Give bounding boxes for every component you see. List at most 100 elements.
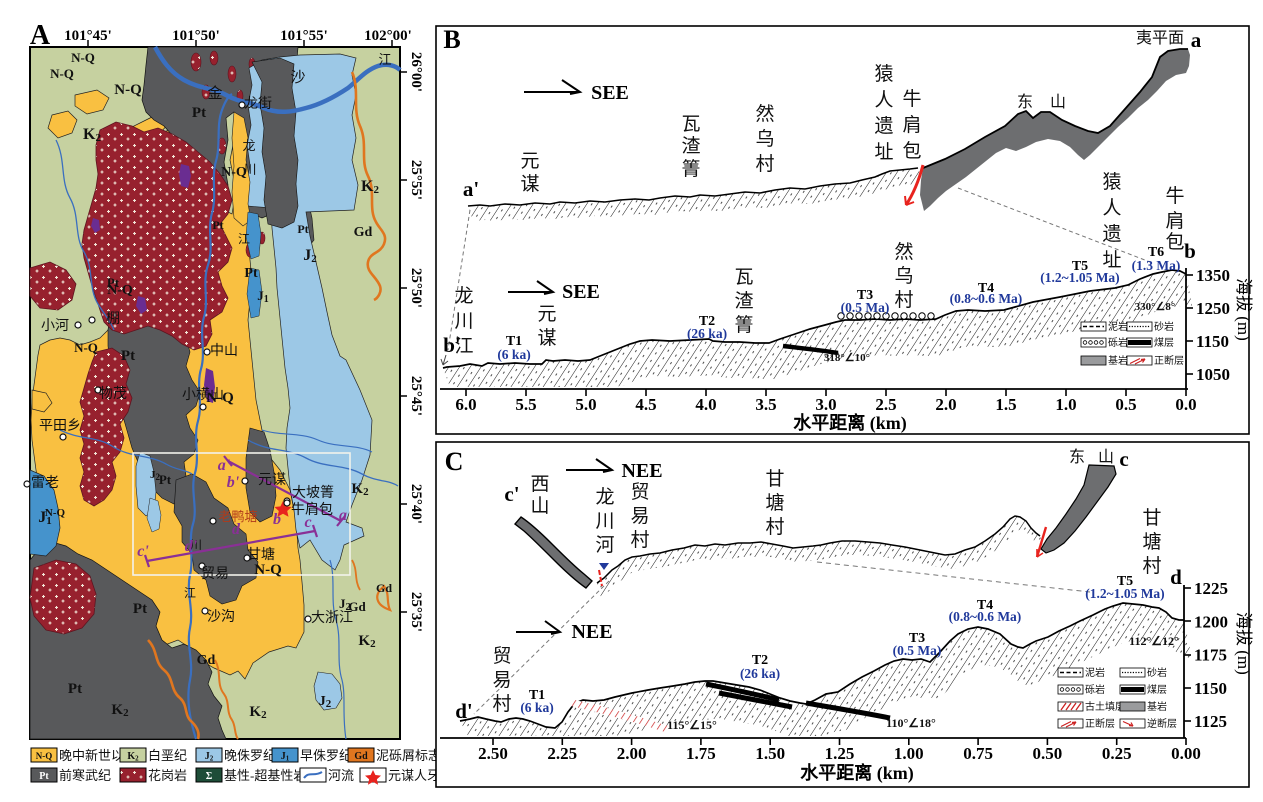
svg-text:Pt: Pt xyxy=(121,348,135,364)
svg-text:J2: J2 xyxy=(339,596,352,613)
svg-text:东: 东 xyxy=(1069,448,1085,466)
svg-text:村: 村 xyxy=(765,516,784,538)
svg-text:贸易: 贸易 xyxy=(201,566,229,582)
svg-text:小河: 小河 xyxy=(41,318,69,334)
svg-text:Gd: Gd xyxy=(197,653,216,668)
svg-text:1200: 1200 xyxy=(1194,612,1228,631)
svg-text:Pt: Pt xyxy=(39,771,49,782)
svg-text:NEE: NEE xyxy=(571,621,612,643)
svg-text:花岗岩: 花岗岩 xyxy=(148,768,187,783)
svg-text:25°35': 25°35' xyxy=(408,592,424,632)
svg-text:正断层: 正断层 xyxy=(1085,717,1115,730)
svg-text:前寒武纪: 前寒武纪 xyxy=(59,768,111,783)
svg-text:晚中新世以来: 晚中新世以来 xyxy=(59,748,137,763)
svg-text:(0.5 Ma): (0.5 Ma) xyxy=(893,643,942,658)
svg-text:1.25: 1.25 xyxy=(825,744,855,763)
svg-text:肩: 肩 xyxy=(1165,210,1184,232)
svg-text:棚: 棚 xyxy=(106,311,120,327)
svg-text:小横山: 小横山 xyxy=(182,387,224,403)
svg-text:川: 川 xyxy=(190,538,202,552)
svg-text:包: 包 xyxy=(1165,231,1184,253)
svg-text:a': a' xyxy=(463,177,479,201)
svg-text:Gd: Gd xyxy=(348,599,366,614)
svg-text:白垩纪: 白垩纪 xyxy=(148,748,187,763)
svg-text:甘: 甘 xyxy=(1142,507,1161,529)
svg-text:1.00: 1.00 xyxy=(894,744,924,763)
svg-text:N-Q: N-Q xyxy=(71,50,95,65)
svg-text:肩: 肩 xyxy=(902,114,921,136)
svg-text:甘: 甘 xyxy=(765,468,784,490)
svg-text:河流: 河流 xyxy=(328,768,354,783)
svg-text:T3: T3 xyxy=(909,631,925,646)
svg-text:瓦: 瓦 xyxy=(681,114,700,135)
svg-text:Pt: Pt xyxy=(212,218,223,232)
svg-text:然: 然 xyxy=(894,241,913,263)
svg-text:古土填层: 古土填层 xyxy=(1085,700,1125,713)
svg-text:T2: T2 xyxy=(699,314,715,329)
svg-text:Pt: Pt xyxy=(297,222,308,236)
svg-text:N-Q: N-Q xyxy=(45,507,66,519)
svg-text:水平距离 (km): 水平距离 (km) xyxy=(793,412,907,434)
svg-text:山: 山 xyxy=(1098,448,1114,466)
svg-text:T3: T3 xyxy=(857,288,873,303)
svg-text:K2: K2 xyxy=(358,633,376,650)
svg-text:d: d xyxy=(232,521,241,538)
svg-text:Σ: Σ xyxy=(206,771,213,782)
svg-text:人: 人 xyxy=(1102,197,1121,219)
svg-text:煤层: 煤层 xyxy=(1154,336,1174,349)
svg-text:T2: T2 xyxy=(752,653,768,668)
svg-text:Gd: Gd xyxy=(354,225,373,240)
svg-text:1250: 1250 xyxy=(1196,299,1230,318)
svg-text:4.0: 4.0 xyxy=(695,395,716,414)
svg-text:25°55': 25°55' xyxy=(408,160,424,200)
svg-text:川: 川 xyxy=(243,162,256,177)
svg-text:江: 江 xyxy=(184,586,196,600)
svg-text:K2: K2 xyxy=(351,481,369,498)
svg-text:然: 然 xyxy=(755,103,774,125)
svg-text:SEE: SEE xyxy=(591,82,629,104)
svg-text:砾岩: 砾岩 xyxy=(1085,683,1105,696)
svg-text:330°∠8°: 330°∠8° xyxy=(1135,301,1176,313)
svg-text:雷老: 雷老 xyxy=(31,475,59,491)
svg-text:泥砾屑标志层: 泥砾屑标志层 xyxy=(376,748,454,763)
svg-text:1.50: 1.50 xyxy=(755,744,785,763)
svg-text:遗: 遗 xyxy=(874,115,893,137)
svg-text:龙: 龙 xyxy=(242,138,255,153)
svg-text:(1.3 Ma): (1.3 Ma) xyxy=(1132,258,1181,273)
svg-text:(0.5 Ma): (0.5 Ma) xyxy=(841,300,890,315)
svg-text:T5: T5 xyxy=(1117,574,1133,589)
svg-text:1.5: 1.5 xyxy=(995,395,1016,414)
svg-text:B: B xyxy=(443,25,460,54)
svg-text:瓦: 瓦 xyxy=(734,267,753,288)
svg-text:塘: 塘 xyxy=(1142,531,1161,553)
svg-text:3.0: 3.0 xyxy=(815,395,836,414)
svg-text:塘: 塘 xyxy=(765,492,784,514)
svg-text:贸: 贸 xyxy=(630,481,649,503)
svg-text:0.00: 0.00 xyxy=(1171,744,1201,763)
svg-text:N-Q: N-Q xyxy=(221,165,247,180)
svg-text:山: 山 xyxy=(530,495,549,517)
svg-text:0.75: 0.75 xyxy=(963,744,993,763)
svg-text:包: 包 xyxy=(902,140,921,162)
svg-text:T1: T1 xyxy=(529,688,545,703)
svg-text:Pt: Pt xyxy=(192,105,206,121)
svg-text:(0.8~0.6 Ma): (0.8~0.6 Ma) xyxy=(949,609,1022,624)
svg-text:乌: 乌 xyxy=(755,128,774,150)
svg-text:(26 ka): (26 ka) xyxy=(687,326,727,341)
svg-text:水平距离 (km): 水平距离 (km) xyxy=(800,762,914,784)
svg-text:址: 址 xyxy=(874,141,893,163)
svg-text:c': c' xyxy=(137,543,149,560)
svg-text:江: 江 xyxy=(238,232,250,246)
svg-text:2.25: 2.25 xyxy=(547,744,577,763)
svg-text:2.0: 2.0 xyxy=(935,395,956,414)
svg-text:J2: J2 xyxy=(319,694,332,710)
svg-text:1150: 1150 xyxy=(1194,679,1227,698)
svg-text:煤层: 煤层 xyxy=(1147,683,1167,696)
svg-text:c: c xyxy=(304,514,311,531)
svg-text:1.0: 1.0 xyxy=(1055,395,1076,414)
svg-text:2.5: 2.5 xyxy=(875,395,896,414)
svg-text:正断层: 正断层 xyxy=(1154,354,1184,367)
svg-text:5.5: 5.5 xyxy=(515,395,536,414)
svg-text:b: b xyxy=(273,511,281,528)
svg-text:J2: J2 xyxy=(150,469,161,482)
